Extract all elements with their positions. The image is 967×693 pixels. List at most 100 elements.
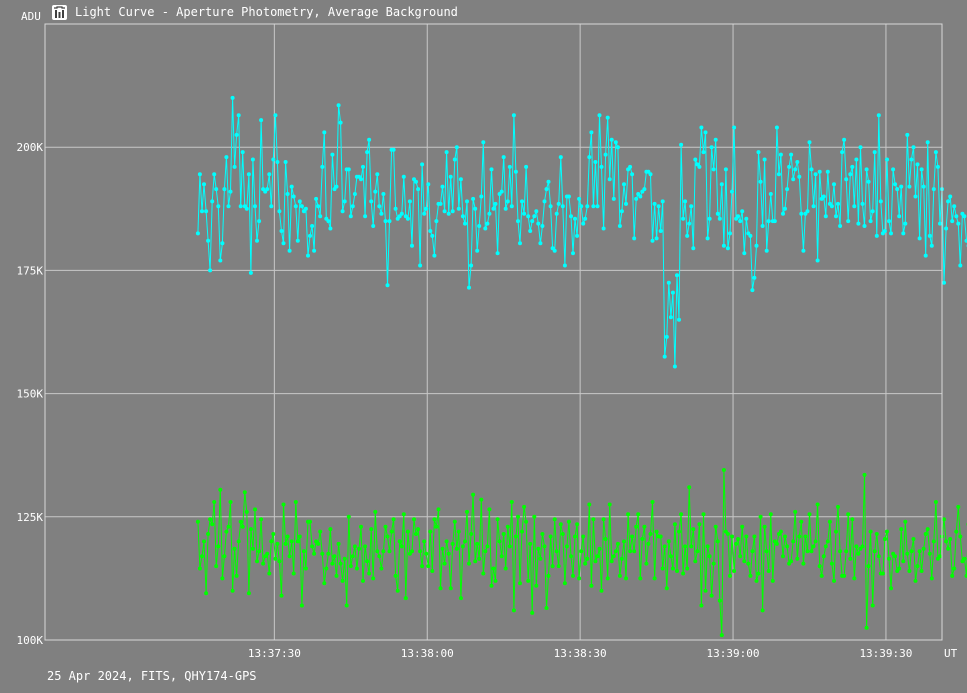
data-point	[748, 573, 753, 578]
data-point	[615, 541, 620, 546]
data-point	[762, 157, 767, 162]
data-point	[416, 527, 421, 532]
y-tick-label: 175K	[17, 264, 44, 277]
data-point	[226, 204, 231, 209]
data-point	[232, 164, 237, 169]
data-point	[522, 211, 527, 216]
data-point	[244, 509, 249, 514]
data-point	[340, 209, 345, 214]
data-point	[202, 539, 206, 544]
data-point	[911, 537, 916, 541]
data-point	[483, 549, 488, 554]
data-point	[322, 581, 327, 586]
data-point	[764, 248, 769, 253]
data-point	[463, 539, 467, 544]
data-point	[638, 576, 643, 581]
data-point	[903, 221, 908, 226]
data-point	[754, 243, 759, 248]
data-point	[401, 512, 406, 517]
data-point	[377, 554, 382, 559]
data-point	[326, 219, 331, 224]
data-point	[909, 549, 914, 554]
data-point	[365, 150, 370, 155]
data-point	[318, 529, 323, 534]
data-point	[632, 236, 637, 241]
data-point	[391, 147, 396, 152]
data-point	[677, 529, 681, 534]
data-point	[273, 113, 278, 118]
data-point	[762, 524, 767, 529]
data-point	[214, 564, 219, 569]
data-point	[864, 625, 869, 630]
data-point	[787, 164, 792, 169]
data-point	[815, 258, 820, 263]
data-point	[220, 576, 225, 581]
data-point	[460, 214, 465, 219]
data-point	[921, 184, 926, 189]
data-point	[599, 164, 604, 169]
data-point	[342, 199, 347, 204]
data-point	[842, 137, 847, 142]
data-point	[306, 253, 310, 258]
data-point	[507, 544, 512, 549]
data-point	[387, 219, 392, 224]
data-point	[371, 576, 376, 581]
data-point	[320, 551, 325, 556]
data-point	[359, 177, 363, 182]
data-point	[650, 238, 655, 243]
data-point	[650, 500, 655, 504]
data-point	[285, 192, 290, 196]
data-point	[236, 113, 241, 118]
data-point	[776, 172, 781, 177]
data-point	[560, 532, 565, 536]
y-tick-label: 200K	[17, 141, 44, 154]
data-point	[385, 283, 390, 288]
data-point	[715, 211, 720, 216]
plot-area	[45, 24, 942, 640]
data-point	[383, 219, 388, 224]
data-point	[597, 546, 602, 551]
data-point	[603, 152, 608, 157]
data-point	[428, 229, 433, 233]
data-point	[834, 529, 838, 534]
data-point	[518, 241, 522, 246]
data-point	[485, 221, 490, 226]
data-point	[668, 315, 673, 320]
data-point	[375, 549, 380, 554]
data-point	[593, 160, 598, 164]
data-point	[363, 544, 368, 549]
data-point	[293, 500, 298, 504]
light-curve-app-icon[interactable]	[52, 4, 67, 20]
data-point	[485, 544, 490, 549]
data-point	[819, 573, 824, 578]
data-point	[723, 167, 728, 172]
series-2	[195, 468, 967, 638]
data-point	[369, 199, 374, 204]
data-point	[719, 182, 724, 187]
data-point	[465, 509, 469, 514]
data-point	[846, 512, 851, 517]
data-point	[789, 152, 794, 157]
data-point	[342, 556, 347, 561]
data-point	[868, 219, 873, 224]
data-point	[803, 534, 808, 539]
data-point	[691, 527, 696, 532]
data-point	[310, 224, 315, 228]
data-point	[858, 145, 863, 150]
data-point	[450, 541, 455, 546]
data-point	[467, 285, 471, 290]
data-point	[489, 167, 494, 172]
data-point	[204, 209, 209, 214]
data-point	[312, 248, 317, 253]
data-point	[493, 201, 498, 206]
data-point	[854, 544, 859, 549]
x-tick-label: 13:38:00	[401, 647, 454, 660]
data-point	[212, 172, 217, 177]
data-point	[505, 199, 510, 204]
data-point	[687, 485, 692, 490]
data-point	[885, 529, 889, 534]
data-point	[854, 157, 859, 162]
data-point	[797, 174, 802, 179]
data-point	[695, 549, 700, 554]
data-point	[648, 532, 653, 536]
